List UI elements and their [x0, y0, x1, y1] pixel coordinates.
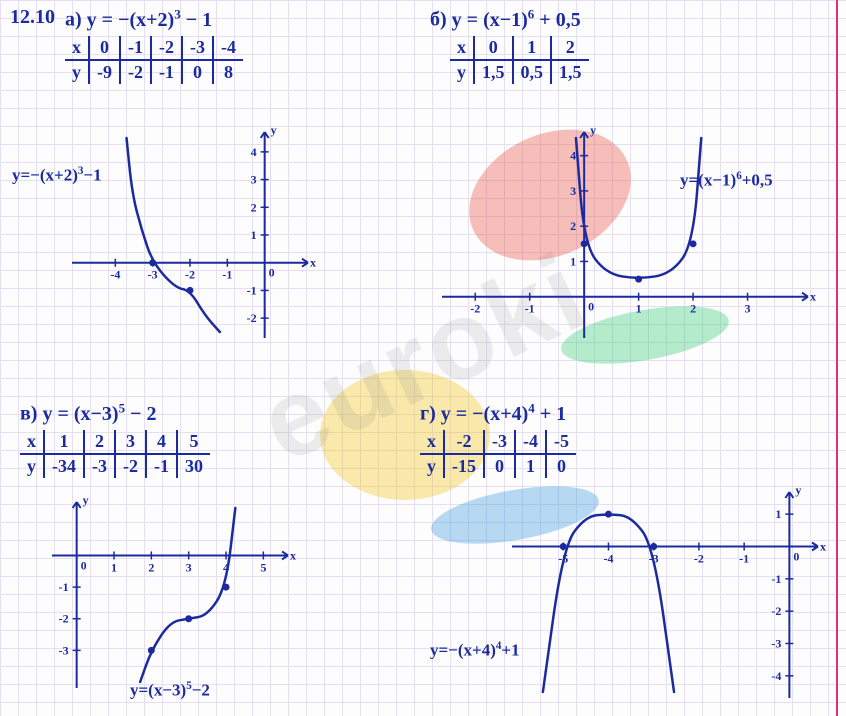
panel-c: в) y = (x−3)5 − 2 x12345y-34-3-2-130 [20, 400, 210, 478]
panel-a: а) y = −(x+2)3 − 1 x0-1-2-3-4y-9-2-108 [65, 6, 243, 84]
svg-text:1: 1 [570, 254, 576, 268]
svg-text:x: x [310, 256, 316, 270]
svg-text:y: y [795, 483, 801, 497]
svg-text:-2: -2 [771, 604, 781, 618]
svg-text:-1: -1 [222, 268, 232, 282]
panel-c-graph: xy012345-3-2-1 [40, 490, 300, 705]
panel-a-formula: а) y = −(x+2)3 − 1 [65, 6, 243, 32]
svg-text:-4: -4 [771, 669, 781, 683]
svg-text:0: 0 [588, 300, 594, 314]
svg-text:1: 1 [251, 228, 257, 242]
svg-text:-2: -2 [694, 552, 704, 566]
svg-text:0: 0 [81, 558, 87, 572]
panel-c-table: x12345y-34-3-2-130 [20, 430, 210, 478]
svg-text:-4: -4 [603, 552, 613, 566]
panel-d-table: x-2-3-4-5y-15010 [420, 430, 576, 478]
panel-c-formula: в) y = (x−3)5 − 2 [20, 400, 210, 426]
svg-text:3: 3 [745, 302, 751, 316]
svg-text:2: 2 [690, 302, 696, 316]
svg-text:5: 5 [260, 560, 266, 574]
panel-d: г) y = −(x+4)4 + 1 x-2-3-4-5y-15010 [420, 400, 576, 478]
svg-text:x: x [820, 540, 826, 554]
svg-text:3: 3 [570, 184, 576, 198]
svg-text:-3: -3 [771, 637, 781, 651]
svg-text:4: 4 [570, 149, 576, 163]
svg-text:1: 1 [636, 302, 642, 316]
svg-text:1: 1 [111, 560, 117, 574]
svg-text:1: 1 [775, 507, 781, 521]
svg-text:y: y [590, 123, 596, 137]
panel-a-table: x0-1-2-3-4y-9-2-108 [65, 36, 243, 84]
svg-text:0: 0 [793, 550, 799, 564]
svg-text:y: y [83, 493, 89, 507]
svg-text:-1: -1 [525, 302, 535, 316]
margin-line [836, 0, 838, 716]
svg-text:-2: -2 [247, 311, 257, 325]
svg-text:4: 4 [251, 145, 257, 159]
svg-text:-1: -1 [771, 572, 781, 586]
svg-text:x: x [810, 290, 816, 304]
svg-text:-2: -2 [470, 302, 480, 316]
panel-d-graph: xy0-5-4-3-2-1-4-3-2-11 [500, 480, 830, 715]
svg-text:-3: -3 [59, 643, 69, 657]
svg-text:-1: -1 [59, 580, 69, 594]
panel-b: б) y = (x−1)6 + 0,5 x012y1,50,51,5 [430, 6, 589, 84]
panel-b-table: x012y1,50,51,5 [450, 36, 589, 84]
svg-text:3: 3 [251, 173, 257, 187]
panel-a-graph: x y 0 -4 -3 -2 -1 -2 -1 1 2 3 4 [60, 120, 320, 355]
svg-text:2: 2 [148, 560, 154, 574]
svg-text:-4: -4 [110, 268, 120, 282]
svg-text:x: x [290, 548, 296, 562]
svg-text:-2: -2 [185, 268, 195, 282]
svg-text:0: 0 [269, 266, 275, 280]
svg-text:y: y [271, 123, 277, 137]
panel-b-graph: x y 0 -2 -1 1 2 3 1 2 3 4 [430, 120, 820, 355]
svg-text:-1: -1 [739, 552, 749, 566]
problem-number: 12.10 [10, 6, 55, 29]
svg-text:2: 2 [251, 200, 257, 214]
panel-d-formula: г) y = −(x+4)4 + 1 [420, 400, 576, 426]
panel-b-formula: б) y = (x−1)6 + 0,5 [430, 6, 589, 32]
svg-text:-1: -1 [247, 283, 257, 297]
svg-text:2: 2 [570, 219, 576, 233]
svg-text:-3: -3 [148, 268, 158, 282]
svg-text:3: 3 [186, 560, 192, 574]
svg-text:-2: -2 [59, 612, 69, 626]
